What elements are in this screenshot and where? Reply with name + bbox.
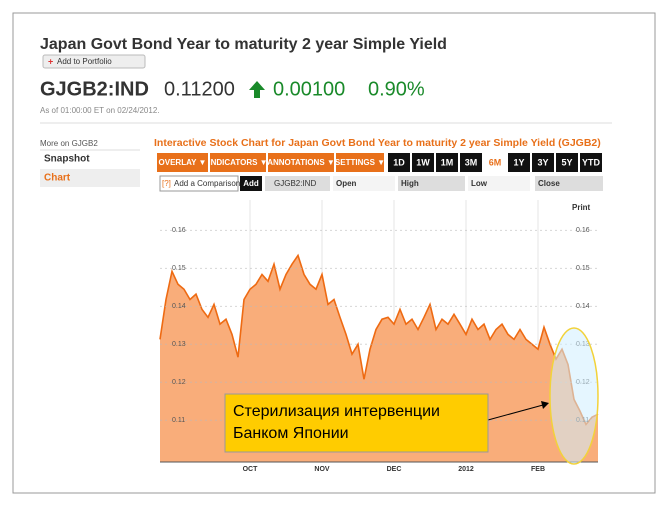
x-tick-label: DEC (387, 466, 402, 473)
x-tick-label: NOV (314, 466, 330, 473)
x-tick-label: OCT (243, 466, 259, 473)
menu-label: ANNOTATIONS ▼ (267, 158, 335, 167)
y-tick-label: 0.16 (172, 227, 186, 234)
range-button[interactable] (556, 153, 578, 172)
add-icon: + (48, 56, 53, 66)
price: 0.11200 (164, 78, 235, 100)
annotation-arrow (487, 404, 544, 421)
range-button[interactable] (532, 153, 554, 172)
y-tick-label: 0.14 (576, 303, 590, 310)
y-tick-label: 0.15 (172, 265, 186, 272)
field-label: Open (336, 179, 357, 188)
symbol: GJGB2:IND (274, 179, 316, 188)
sidebar-active (40, 169, 140, 187)
compare-help: [?] (162, 179, 171, 188)
range-label: 1W (416, 157, 430, 167)
range-button[interactable] (460, 153, 482, 172)
sidebar-heading: More on GJGB2 (40, 139, 98, 148)
menu-button[interactable] (268, 153, 334, 172)
timestamp: As of 01:00:00 ET on 02/24/2012. (40, 106, 160, 115)
annotation: Стерилизация интервенции (233, 403, 440, 420)
menu-button[interactable] (336, 153, 384, 172)
symbol-box (265, 176, 330, 191)
range-button[interactable] (388, 153, 410, 172)
highlight (549, 327, 599, 465)
x-tick-label: 2012 (458, 466, 474, 473)
field-label: Low (471, 179, 488, 188)
range-label: YTD (582, 157, 601, 167)
y-tick-label: 0.11 (172, 417, 185, 424)
field-box (468, 176, 530, 191)
add-button[interactable] (42, 54, 146, 69)
compare-input[interactable] (159, 175, 239, 192)
range-label: 6M (489, 157, 502, 167)
menu-label: INDICATORS ▼ (208, 158, 267, 167)
arrow-head (541, 401, 549, 409)
chart-title: Interactive Stock Chart for Japan Govt B… (154, 137, 601, 149)
field-box (333, 176, 395, 191)
y-tick-label: 0.12 (172, 379, 186, 386)
page-title: Japan Govt Bond Year to maturity 2 year … (40, 36, 447, 53)
y-tick-label: 0.16 (576, 227, 590, 234)
compare-add[interactable] (240, 176, 262, 191)
range-label: 5Y (561, 157, 572, 167)
range-button[interactable] (436, 153, 458, 172)
range-button[interactable] (580, 153, 602, 172)
sidebar-link[interactable]: Chart (44, 173, 71, 184)
range-label: 1Y (513, 157, 524, 167)
range-label: 1D (393, 157, 405, 167)
up-arrow (249, 81, 265, 98)
line (159, 253, 599, 426)
compare-placeholder: Add a Comparison (174, 179, 240, 188)
annotation: Банком Японии (233, 425, 349, 442)
sidebar-link[interactable]: Snapshot (44, 154, 90, 165)
menu-label: OVERLAY ▼ (159, 158, 207, 167)
y-tick-label: 0.14 (172, 303, 186, 310)
range-label: 1M (441, 157, 454, 167)
ticker: GJGB2:IND (40, 78, 149, 100)
y-tick-label: 0.15 (576, 265, 590, 272)
range-button[interactable] (484, 153, 506, 172)
field-box (398, 176, 465, 191)
range-button[interactable] (508, 153, 530, 172)
print-link[interactable]: Print (572, 203, 591, 212)
x-tick-label: FEB (531, 466, 545, 473)
menu-button[interactable] (210, 153, 266, 172)
range-label: 3M (465, 157, 478, 167)
y-tick-label: 0.13 (172, 341, 186, 348)
compare-add-label: Add (243, 179, 259, 188)
annotation-box (224, 393, 489, 453)
change-pct: 0.90% (368, 78, 425, 100)
change: 0.00100 (273, 78, 345, 100)
range-label: 3Y (537, 157, 548, 167)
range-button[interactable] (412, 153, 434, 172)
field-label: Close (538, 179, 560, 188)
menu-label: SETTINGS ▼ (335, 158, 385, 167)
field-box (535, 176, 603, 191)
add-label[interactable]: Add to Portfolio (57, 57, 112, 66)
menu-button[interactable] (157, 153, 208, 172)
field-label: High (401, 179, 419, 188)
